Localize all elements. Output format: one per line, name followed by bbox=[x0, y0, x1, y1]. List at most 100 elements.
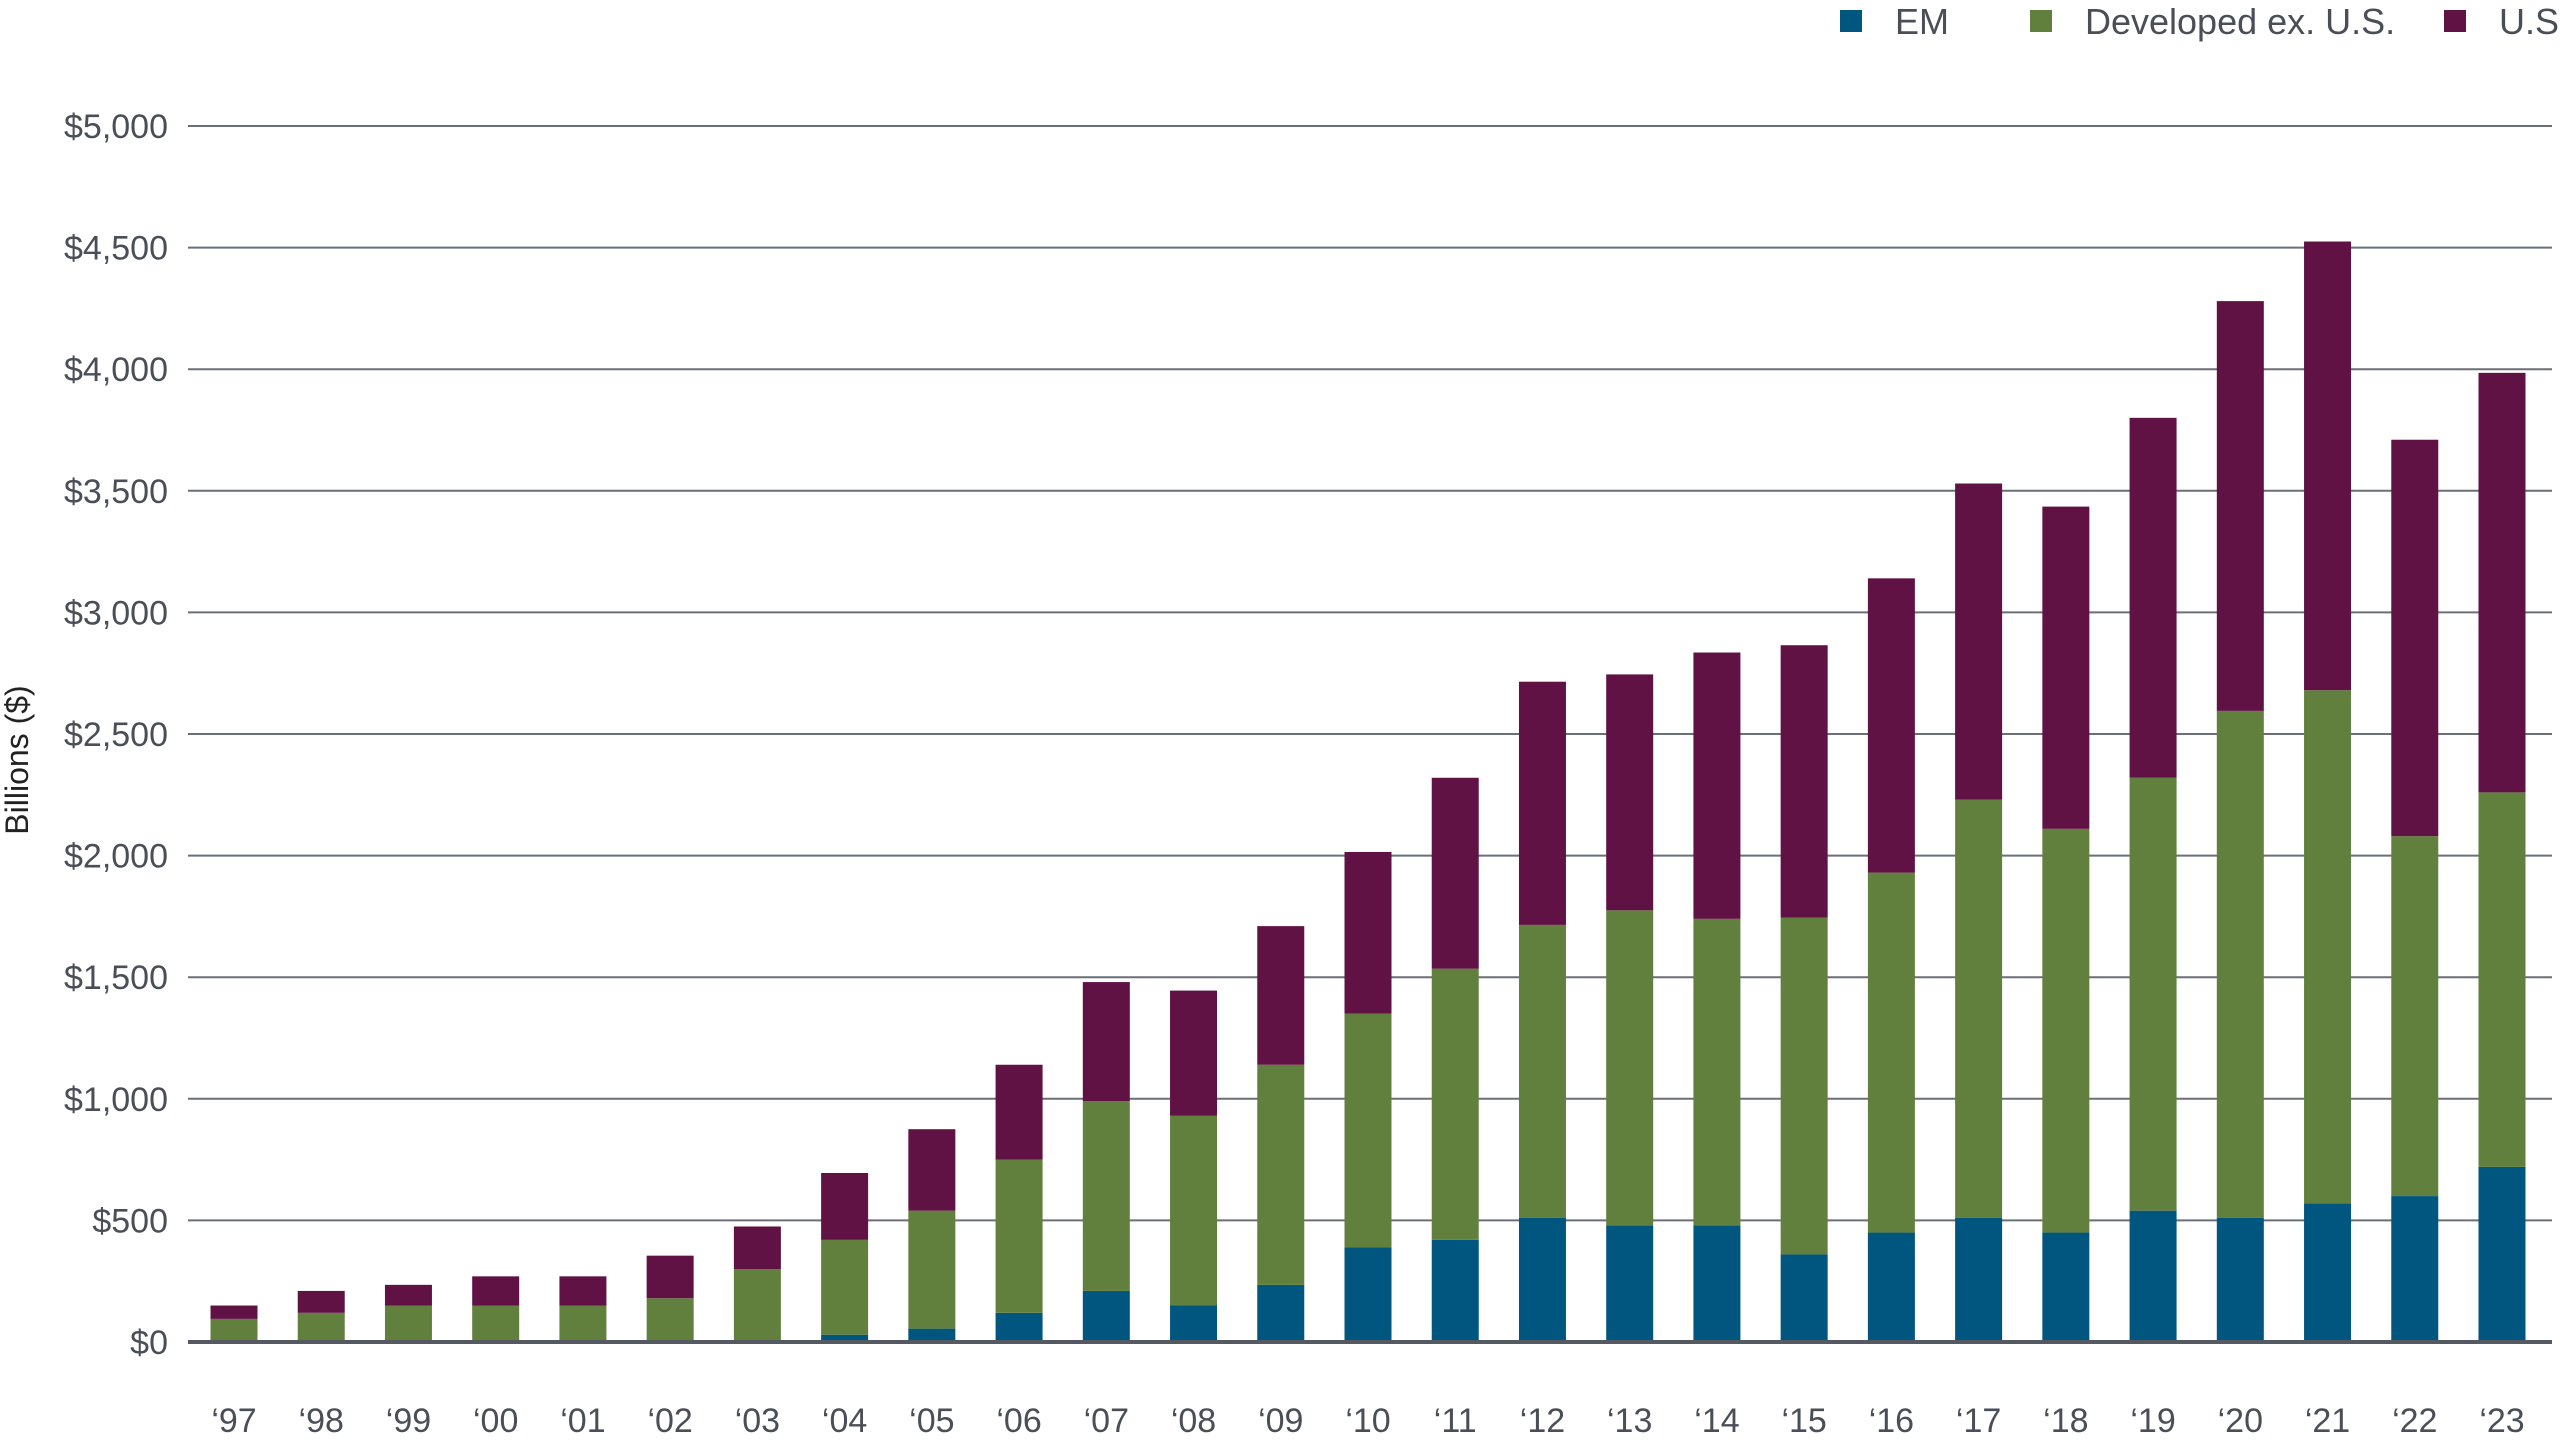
bar-u-s bbox=[908, 1129, 956, 1211]
y-tick-label: $3,500 bbox=[64, 473, 168, 511]
bar-u-s bbox=[821, 1172, 869, 1240]
bar-u-s bbox=[2042, 506, 2090, 829]
x-tick-label: ‘04 bbox=[822, 1402, 867, 1440]
bar-developed-ex-u-s bbox=[1780, 917, 1828, 1255]
legend-label: EM bbox=[1895, 1, 1949, 42]
bar-stack bbox=[995, 1064, 1043, 1342]
bar-developed-ex-u-s bbox=[384, 1305, 432, 1342]
legend-label: U.S. bbox=[2499, 1, 2560, 42]
bar-em bbox=[1606, 1225, 1654, 1342]
bar-stack bbox=[2216, 301, 2264, 1342]
x-tick-label: ‘03 bbox=[735, 1402, 780, 1440]
x-tick-label: ‘01 bbox=[560, 1402, 605, 1440]
bar-developed-ex-u-s bbox=[1867, 872, 1915, 1233]
bar-developed-ex-u-s bbox=[210, 1318, 258, 1342]
bar-stack bbox=[2304, 241, 2352, 1342]
bar-stack bbox=[733, 1226, 781, 1342]
bar-stack bbox=[908, 1129, 956, 1342]
x-tick-label: ‘09 bbox=[1258, 1402, 1303, 1440]
y-tick-label: $500 bbox=[92, 1202, 168, 1240]
legend-swatch bbox=[2444, 10, 2466, 32]
bar-em bbox=[821, 1334, 869, 1342]
bar-stack bbox=[472, 1276, 520, 1342]
bar-u-s bbox=[1082, 982, 1130, 1102]
y-tick-label: $1,000 bbox=[64, 1081, 168, 1119]
bar-em bbox=[1082, 1290, 1130, 1342]
x-tick-label: ‘99 bbox=[386, 1402, 431, 1440]
bar-em bbox=[2391, 1196, 2439, 1342]
bar-u-s bbox=[559, 1276, 607, 1306]
bar-em bbox=[1780, 1254, 1828, 1342]
bar-stack bbox=[1955, 483, 2003, 1342]
bar-developed-ex-u-s bbox=[908, 1210, 956, 1329]
y-tick-label: $4,000 bbox=[64, 351, 168, 389]
x-tick-label: ‘13 bbox=[1607, 1402, 1652, 1440]
x-tick-label: ‘21 bbox=[2305, 1402, 2350, 1440]
x-tick-label: ‘10 bbox=[1345, 1402, 1390, 1440]
y-tick-label: $3,000 bbox=[64, 594, 168, 632]
bar-u-s bbox=[1431, 777, 1479, 969]
bar-developed-ex-u-s bbox=[472, 1305, 520, 1342]
x-tick-label: ‘18 bbox=[2043, 1402, 2088, 1440]
x-tick-label: ‘06 bbox=[996, 1402, 1041, 1440]
x-tick-label: ‘22 bbox=[2392, 1402, 2437, 1440]
bar-stack bbox=[2478, 372, 2526, 1342]
x-tick-label: ‘11 bbox=[1434, 1402, 1477, 1440]
bar-developed-ex-u-s bbox=[1606, 910, 1654, 1226]
legend-swatch bbox=[1840, 10, 1862, 32]
bar-u-s bbox=[472, 1276, 520, 1306]
x-tick-label: ‘19 bbox=[2130, 1402, 2175, 1440]
bar-developed-ex-u-s bbox=[646, 1298, 694, 1342]
y-axis-ticks: $0 $500 $1,000 $1,500 $2,000 $2,500 $3,000 $3,5… bbox=[64, 108, 168, 1362]
y-tick-label: $5,000 bbox=[64, 108, 168, 146]
x-tick-label: ‘97 bbox=[211, 1402, 256, 1440]
bar-stack bbox=[210, 1305, 258, 1342]
bar-developed-ex-u-s bbox=[1431, 968, 1479, 1240]
x-axis-ticks: ‘97 ‘98 ‘99 ‘00 ‘01 ‘02 ‘03 ‘04 ‘05 ‘06 ‘07 ‘08 ‘09 ‘… bbox=[211, 1402, 2524, 1440]
bar-em bbox=[908, 1328, 956, 1342]
legend-label: Developed ex. U.S. bbox=[2085, 1, 2395, 42]
bar-em bbox=[1170, 1305, 1218, 1342]
bar-em bbox=[2304, 1203, 2352, 1342]
bar-stack bbox=[821, 1172, 869, 1342]
bar-em bbox=[1867, 1232, 1915, 1342]
bar-u-s bbox=[1606, 674, 1654, 911]
bar-u-s bbox=[1344, 851, 1392, 1014]
bar-u-s bbox=[1693, 652, 1741, 919]
bar-em bbox=[1431, 1239, 1479, 1342]
x-tick-label: ‘98 bbox=[299, 1402, 344, 1440]
bar-developed-ex-u-s bbox=[821, 1239, 869, 1335]
bar-developed-ex-u-s bbox=[1955, 799, 2003, 1218]
bars bbox=[210, 241, 2526, 1342]
legend: EM Developed ex. U.S. U.S. bbox=[1840, 1, 2560, 42]
x-tick-label: ‘16 bbox=[1869, 1402, 1914, 1440]
bar-u-s bbox=[995, 1064, 1043, 1160]
bar-stack bbox=[1606, 674, 1654, 1342]
bar-developed-ex-u-s bbox=[2216, 710, 2264, 1218]
y-tick-label: $2,000 bbox=[64, 838, 168, 876]
bar-em bbox=[1693, 1225, 1741, 1342]
bar-u-s bbox=[733, 1226, 781, 1270]
bar-developed-ex-u-s bbox=[2129, 777, 2177, 1211]
bar-u-s bbox=[297, 1290, 345, 1313]
bar-u-s bbox=[2478, 372, 2526, 793]
bar-developed-ex-u-s bbox=[1082, 1101, 1130, 1291]
bar-em bbox=[2216, 1217, 2264, 1342]
x-tick-label: ‘05 bbox=[909, 1402, 954, 1440]
bar-stack bbox=[2042, 506, 2090, 1342]
bar-u-s bbox=[2391, 439, 2439, 837]
bar-stack bbox=[1082, 982, 1130, 1342]
bar-stack bbox=[1344, 851, 1392, 1342]
bar-developed-ex-u-s bbox=[2304, 690, 2352, 1204]
x-tick-label: ‘12 bbox=[1520, 1402, 1565, 1440]
bar-em bbox=[2042, 1232, 2090, 1342]
bar-em bbox=[1344, 1247, 1392, 1342]
y-tick-label: $1,500 bbox=[64, 959, 168, 997]
bar-stack bbox=[1693, 652, 1741, 1342]
bar-stack bbox=[384, 1284, 432, 1342]
x-tick-label: ‘08 bbox=[1171, 1402, 1216, 1440]
gridlines bbox=[188, 125, 2552, 1222]
bar-em bbox=[1955, 1217, 2003, 1342]
bar-developed-ex-u-s bbox=[1257, 1064, 1305, 1285]
